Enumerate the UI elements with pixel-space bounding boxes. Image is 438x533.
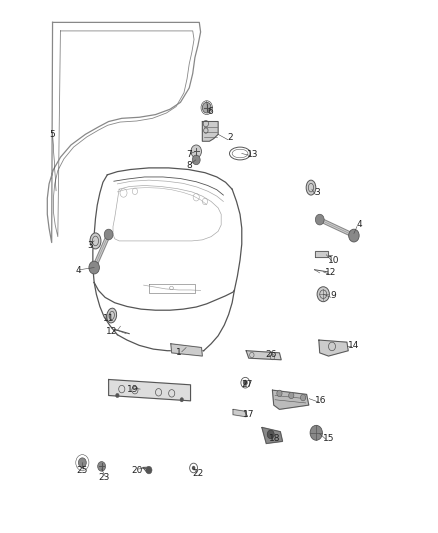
Text: 16: 16: [315, 397, 326, 405]
Circle shape: [277, 390, 282, 397]
Circle shape: [192, 466, 195, 470]
Text: 13: 13: [247, 150, 259, 159]
Circle shape: [267, 430, 274, 439]
Text: 4: 4: [76, 266, 81, 275]
Text: 17: 17: [243, 410, 254, 419]
Circle shape: [317, 287, 329, 302]
Polygon shape: [246, 351, 281, 360]
Polygon shape: [319, 340, 348, 356]
Circle shape: [289, 392, 294, 399]
Text: 3: 3: [87, 241, 93, 249]
Circle shape: [300, 394, 306, 401]
Text: 10: 10: [328, 256, 339, 264]
Circle shape: [180, 398, 184, 402]
Circle shape: [191, 145, 201, 158]
Circle shape: [243, 380, 247, 385]
Circle shape: [98, 462, 106, 471]
Ellipse shape: [306, 180, 316, 195]
Polygon shape: [262, 427, 283, 443]
Text: 5: 5: [49, 130, 55, 139]
Polygon shape: [171, 344, 202, 356]
Text: 25: 25: [77, 466, 88, 474]
Text: O: O: [168, 286, 173, 291]
Text: 3: 3: [314, 189, 321, 197]
Text: 2: 2: [227, 133, 233, 142]
Polygon shape: [202, 122, 218, 141]
Text: 20: 20: [131, 466, 142, 474]
Text: 26: 26: [265, 350, 276, 359]
Polygon shape: [272, 390, 309, 409]
Text: 27: 27: [242, 381, 253, 389]
Circle shape: [310, 425, 322, 440]
Circle shape: [192, 155, 200, 165]
Text: 11: 11: [103, 314, 114, 323]
Text: 23: 23: [99, 473, 110, 481]
Text: 12: 12: [106, 327, 117, 336]
Circle shape: [202, 102, 211, 113]
Polygon shape: [109, 379, 191, 401]
Text: 12: 12: [325, 269, 336, 277]
Polygon shape: [315, 251, 328, 257]
Text: 15: 15: [323, 434, 334, 442]
Circle shape: [104, 229, 113, 240]
Text: 9: 9: [330, 292, 336, 300]
Circle shape: [116, 393, 119, 398]
Circle shape: [146, 466, 152, 474]
Text: 1: 1: [176, 349, 182, 357]
Text: 22: 22: [192, 469, 204, 478]
Text: 18: 18: [269, 434, 281, 442]
Ellipse shape: [107, 308, 117, 323]
Ellipse shape: [90, 233, 101, 249]
Circle shape: [349, 229, 359, 242]
Text: 4: 4: [357, 221, 362, 229]
Text: 7: 7: [186, 150, 192, 159]
Text: 8: 8: [186, 161, 192, 169]
Circle shape: [89, 261, 99, 274]
Circle shape: [315, 214, 324, 225]
Text: 14: 14: [348, 341, 360, 350]
Text: 6: 6: [207, 108, 213, 116]
Circle shape: [78, 458, 86, 467]
Text: 19: 19: [127, 385, 138, 393]
Polygon shape: [233, 409, 246, 417]
